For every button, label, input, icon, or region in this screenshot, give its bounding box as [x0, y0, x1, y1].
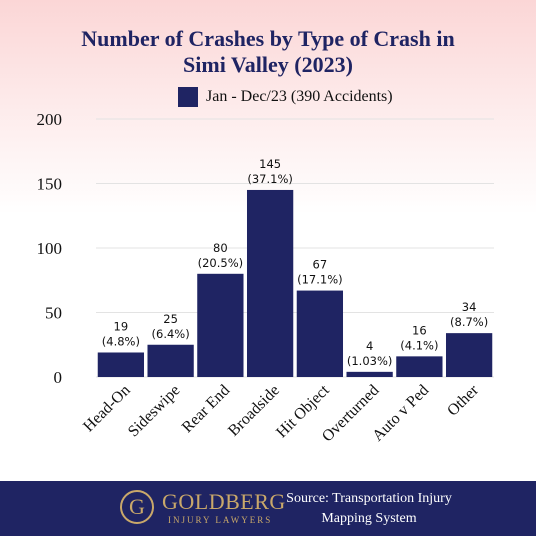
y-tick-label-150: 150 — [37, 175, 63, 194]
bar-1 — [147, 345, 193, 377]
bar-3 — [247, 190, 293, 377]
data-label-value-6: 16 — [412, 323, 427, 337]
data-label-value-1: 25 — [163, 312, 178, 326]
bar-4 — [297, 291, 343, 377]
data-label-percent-0: (4.8%) — [102, 334, 140, 348]
source-line-2: Mapping System — [284, 509, 454, 529]
data-label-percent-6: (4.1%) — [400, 338, 438, 352]
y-tick-label-200: 200 — [37, 110, 63, 129]
data-label-value-5: 4 — [366, 339, 373, 353]
data-label-percent-7: (8.7%) — [450, 315, 488, 329]
y-tick-label-50: 50 — [45, 304, 62, 323]
bar-0 — [98, 352, 144, 377]
data-label-percent-1: (6.4%) — [152, 327, 190, 341]
y-tick-label-100: 100 — [37, 239, 63, 258]
data-label-value-2: 80 — [213, 241, 228, 255]
footer: G GOLDBERG INJURY LAWYERS Source: Transp… — [0, 481, 536, 536]
bar-2 — [197, 274, 243, 377]
logo-seal-icon: G — [120, 490, 154, 524]
logo-subtitle: INJURY LAWYERS — [168, 515, 272, 525]
source-note: Source: Transportation Injury Mapping Sy… — [284, 489, 454, 529]
x-tick-label-1: Sideswipe — [125, 382, 184, 441]
data-label-value-4: 67 — [313, 258, 328, 272]
data-label-value-0: 19 — [114, 319, 129, 333]
x-tick-label-7: Other — [444, 381, 482, 419]
y-tick-label-0: 0 — [54, 368, 63, 387]
data-label-percent-3: (37.1%) — [247, 172, 293, 186]
logo-name: GOLDBERG — [162, 489, 286, 515]
bar-5 — [346, 372, 392, 377]
bar-6 — [396, 356, 442, 377]
data-label-percent-4: (17.1%) — [297, 273, 343, 287]
data-label-value-3: 145 — [259, 157, 281, 171]
data-label-percent-2: (20.5%) — [198, 256, 244, 270]
bar-chart: 05010015020019(4.8%)Head-On25(6.4%)Sides… — [0, 0, 536, 480]
data-label-value-7: 34 — [462, 300, 477, 314]
bar-7 — [446, 333, 492, 377]
source-line-1: Source: Transportation Injury — [284, 489, 454, 509]
data-label-percent-5: (1.03%) — [347, 354, 393, 368]
